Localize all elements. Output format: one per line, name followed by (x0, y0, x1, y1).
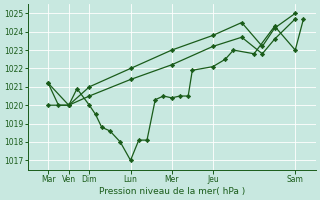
X-axis label: Pression niveau de la mer( hPa ): Pression niveau de la mer( hPa ) (99, 187, 245, 196)
